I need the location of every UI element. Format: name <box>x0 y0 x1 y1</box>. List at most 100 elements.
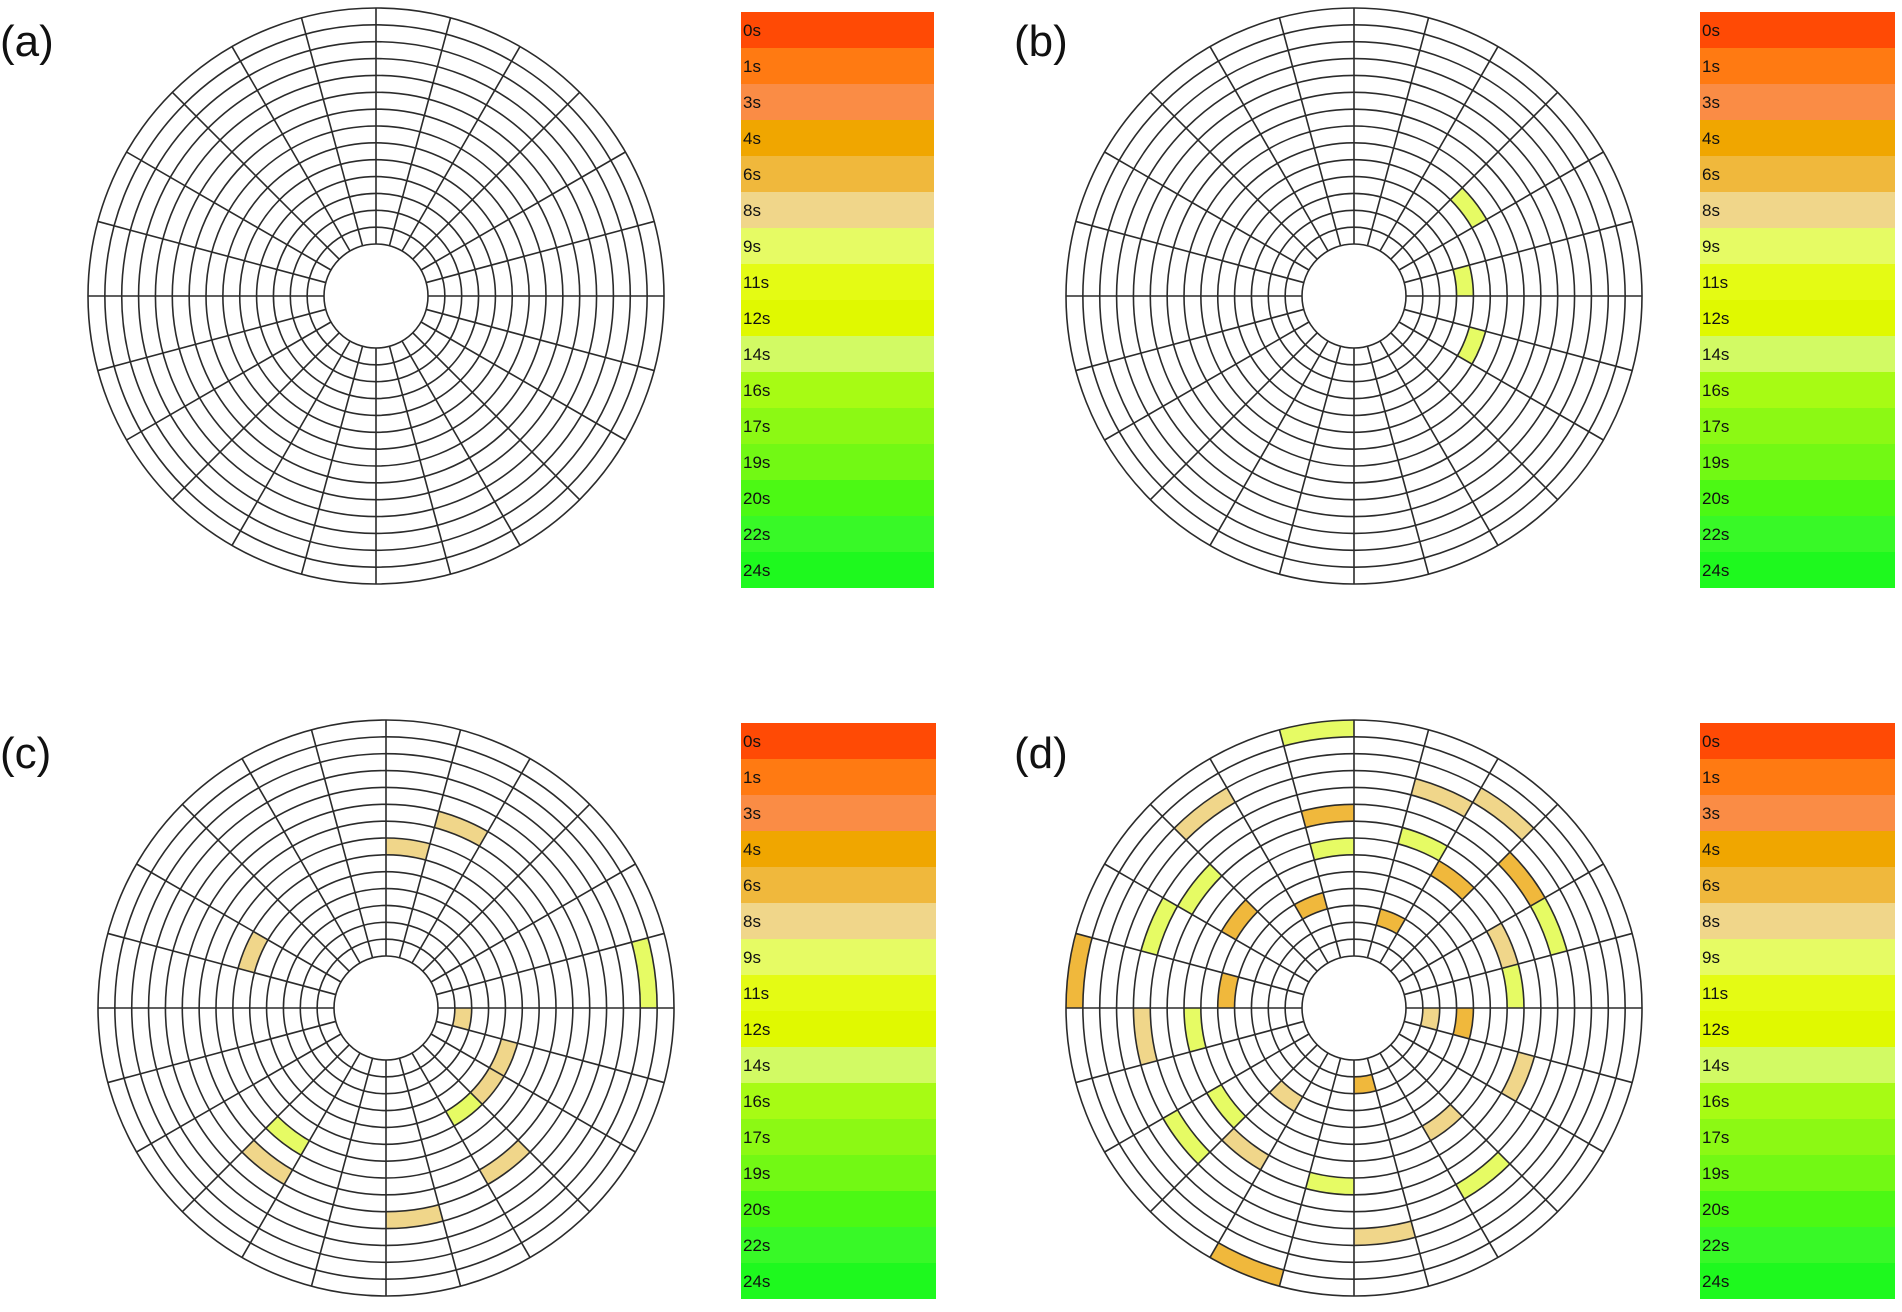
legend-swatch <box>1700 372 1895 408</box>
legend-swatch <box>1700 723 1895 759</box>
legend-swatch <box>1700 975 1895 1011</box>
grid-spoke <box>430 863 636 983</box>
legend-label: 4s <box>1702 840 1720 859</box>
legend-swatch <box>1700 1119 1895 1155</box>
legend-label: 12s <box>1702 309 1729 328</box>
legend-swatch <box>741 336 934 372</box>
legend-swatch <box>1700 516 1895 552</box>
legend-swatch <box>741 1011 936 1047</box>
legend-label: 6s <box>743 876 761 895</box>
legend-label: 19s <box>1702 1164 1729 1183</box>
grid-cell <box>386 1204 444 1229</box>
grid-spoke <box>1379 758 1499 964</box>
grid-cell <box>1455 1152 1510 1200</box>
legend-label: 19s <box>743 1164 770 1183</box>
legend-swatch <box>1700 1083 1895 1119</box>
grid-spoke <box>1209 1052 1329 1258</box>
legend-swatch <box>741 795 936 831</box>
legend-swatch <box>741 408 934 444</box>
legend-swatch <box>1700 408 1895 444</box>
grid-cell <box>1217 972 1239 1008</box>
legend-label: 20s <box>1702 1200 1729 1219</box>
grid-cell <box>1530 897 1568 956</box>
legend: 0s 1s 3s 4s 6s 8s 9s 11s 12s 14s 16s 17s 19s 20s 22s 24… <box>741 723 936 1299</box>
grid-cell <box>1279 720 1354 747</box>
legend-swatch <box>1700 1263 1895 1299</box>
polar-grid <box>97 719 675 1297</box>
legend-label: 4s <box>743 840 761 859</box>
grid-cell <box>1397 827 1448 861</box>
legend-swatch <box>1700 156 1895 192</box>
grid-spoke <box>1278 346 1342 575</box>
polar-grid <box>87 7 665 585</box>
legend-label: 14s <box>743 1056 770 1075</box>
grid-cell <box>1376 908 1406 934</box>
grid-spoke <box>1366 346 1430 575</box>
grid-cell <box>1420 1008 1440 1031</box>
grid-spoke <box>1075 932 1304 996</box>
legend: 0s 1s 3s 4s 6s 8s 9s 11s 12s 14s 16s 17s 19s 20s 22s 24… <box>741 12 934 588</box>
grid-spoke <box>412 91 581 260</box>
grid-cell <box>631 937 658 1008</box>
grid-cell <box>1210 1242 1284 1287</box>
legend-label: 20s <box>743 1200 770 1219</box>
legend-swatch <box>741 552 934 588</box>
grid-spoke <box>107 932 336 996</box>
grid-spoke <box>310 729 374 958</box>
legend-label: 1s <box>1702 57 1720 76</box>
legend-label: 3s <box>743 93 761 112</box>
legend-label: 8s <box>743 912 761 931</box>
legend-label: 4s <box>1702 129 1720 148</box>
grid-spoke <box>1390 803 1559 972</box>
legend-swatch <box>1700 831 1895 867</box>
legend-swatch <box>1700 1047 1895 1083</box>
grid-cell <box>1269 1080 1303 1112</box>
legend-swatch <box>1700 120 1895 156</box>
grid-cell <box>1221 1128 1269 1170</box>
grid-cell <box>1450 187 1487 228</box>
legend-swatch <box>741 1263 936 1299</box>
grid-spoke <box>1390 91 1559 260</box>
legend-swatch <box>1700 903 1895 939</box>
grid-spoke <box>107 1020 336 1084</box>
grid-ring <box>1301 955 1407 1061</box>
legend-swatch <box>1700 1011 1895 1047</box>
grid-cell <box>445 1092 483 1127</box>
legend-label: 3s <box>1702 93 1720 112</box>
grid-cell <box>1457 326 1486 365</box>
legend-swatch <box>1700 1155 1895 1191</box>
legend-label: 6s <box>1702 876 1720 895</box>
grid-ring <box>323 243 429 349</box>
grid-cell <box>1162 1109 1210 1164</box>
legend-swatch <box>1700 939 1895 975</box>
legend-label: 19s <box>743 453 770 472</box>
legend-label: 9s <box>743 237 761 256</box>
legend-label: 1s <box>743 768 761 787</box>
grid-cell <box>1501 1051 1535 1102</box>
grid-spoke <box>310 1058 374 1287</box>
grid-cell <box>1498 852 1546 907</box>
grid-cell <box>1066 933 1093 1008</box>
legend-label: 0s <box>1702 21 1720 40</box>
legend-swatch <box>1700 264 1895 300</box>
panel-2: (b) 0s 1s 3s 4s 6s 8s 9s 11s 12s 14s 16s 17s 19s 20s 22… <box>1014 7 1895 588</box>
grid-spoke <box>97 220 326 284</box>
grid-cell <box>1453 265 1474 296</box>
grid-spoke <box>1379 340 1499 546</box>
legend: 0s 1s 3s 4s 6s 8s 9s 11s 12s 14s 16s 17s 19s 20s 22s 24… <box>1700 723 1895 1299</box>
legend-swatch <box>741 1119 936 1155</box>
legend-swatch <box>741 444 934 480</box>
legend-label: 0s <box>743 732 761 751</box>
legend-swatch <box>741 228 934 264</box>
polar-grid <box>1065 7 1643 585</box>
polar-grid <box>1065 719 1643 1297</box>
grid-spoke <box>401 46 521 252</box>
legend-label: 24s <box>1702 561 1729 580</box>
grid-cell <box>238 931 268 973</box>
grid-cell <box>1430 860 1475 900</box>
legend-swatch <box>1700 12 1895 48</box>
legend-label: 22s <box>743 1236 770 1255</box>
legend-label: 16s <box>1702 381 1729 400</box>
legend-label: 22s <box>743 525 770 544</box>
